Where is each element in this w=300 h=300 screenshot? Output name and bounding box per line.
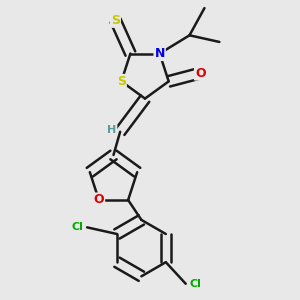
Text: O: O bbox=[195, 67, 206, 80]
Text: S: S bbox=[111, 14, 120, 27]
Text: H: H bbox=[107, 125, 116, 135]
Text: Cl: Cl bbox=[189, 279, 201, 289]
Text: N: N bbox=[154, 47, 165, 60]
Text: O: O bbox=[94, 194, 104, 206]
Text: S: S bbox=[117, 75, 126, 88]
Text: Cl: Cl bbox=[72, 222, 84, 233]
